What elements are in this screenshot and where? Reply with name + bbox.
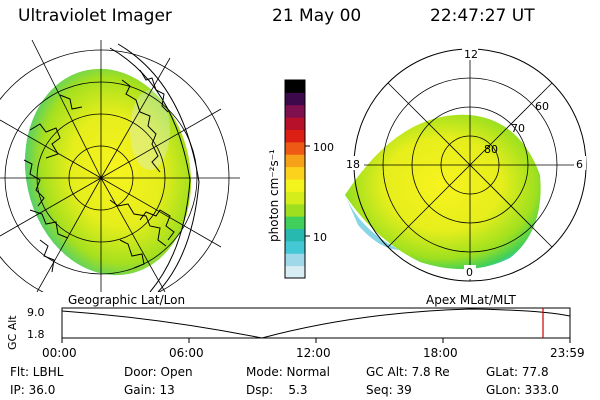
polar-map: 12 18 6 0 60 70 80 [344,47,587,282]
mlat-label-60: 60 [535,100,549,113]
colorbar-swatch [285,154,305,168]
colorbar-swatch [285,203,305,217]
info-door: Door: Open [124,365,193,379]
colorbar-swatch [285,104,305,118]
colorbar-swatch [285,80,305,93]
timeline-tick-1200: 12:00 [296,346,331,360]
info-filter: Flt: LBHL [10,365,64,379]
colorbar-swatch [285,265,305,279]
colorbar-tick-100: 100 [313,141,334,154]
mlat-label-80: 80 [484,143,498,156]
info-glat: GLat: 77.8 [486,365,549,379]
meridians [0,40,240,292]
colorbar-swatch [285,179,305,192]
mlt-label-0: 0 [466,266,473,279]
altitude-timeline: 9.0 1.8 GC Alt [6,306,571,350]
colorbar-tick-10: 10 [313,231,327,244]
info-seq: Seq: 39 [366,383,412,397]
instrument-title: Ultraviolet Imager [18,6,172,26]
timeline-tick-1800: 18:00 [423,346,458,360]
colorbar: 100 10 photon cm⁻²s⁻¹ [267,79,334,279]
mlat-label-70: 70 [511,122,525,135]
colorbar-swatch [285,216,305,229]
info-gc-alt: GC Alt: 7.8 Re [366,365,450,379]
mlt-label-12: 12 [464,48,478,61]
date-label: 21 May 00 [272,6,362,26]
info-gain: Gain: 13 [124,383,175,397]
colorbar-swatch [285,92,305,106]
timeline-ylabel: GC Alt [6,315,19,350]
colorbar-swatch [285,228,305,242]
mlt-label-6: 6 [576,158,583,171]
colorbar-swatch [285,166,305,180]
timeline-tick-0000: 00:00 [42,346,77,360]
geographic-map [0,40,240,292]
colorbar-swatch [285,240,305,254]
time-label: 22:47:27 UT [430,6,535,26]
info-ip: IP: 36.0 [10,383,56,397]
colorbar-unit-label: photon cm⁻²s⁻¹ [267,149,281,242]
colorbar-swatch [285,191,305,205]
altitude-curve [61,308,571,339]
timeline-ymin: 1.8 [27,328,45,341]
timeline-ymax: 9.0 [27,306,45,319]
aurora-image-left [24,68,192,276]
timeline-tick-0600: 06:00 [169,346,204,360]
colorbar-swatch [285,253,305,267]
timeline-tick-2359: 23:59 [550,346,585,360]
colorbar-swatch [285,117,305,130]
coastlines [23,69,175,273]
left-panel-label: Geographic Lat/Lon [68,293,186,307]
colorbar-swatches [285,80,305,279]
mlt-label-18: 18 [346,158,360,171]
colorbar-swatch [285,141,305,155]
info-dsp: Dsp: 5.3 [246,383,308,397]
info-mode: Mode: Normal [246,365,330,379]
colorbar-swatch [285,129,305,143]
info-glon: GLon: 333.0 [486,383,559,397]
mlt-lines [354,49,586,281]
right-panel-label: Apex MLat/MLT [426,293,516,307]
